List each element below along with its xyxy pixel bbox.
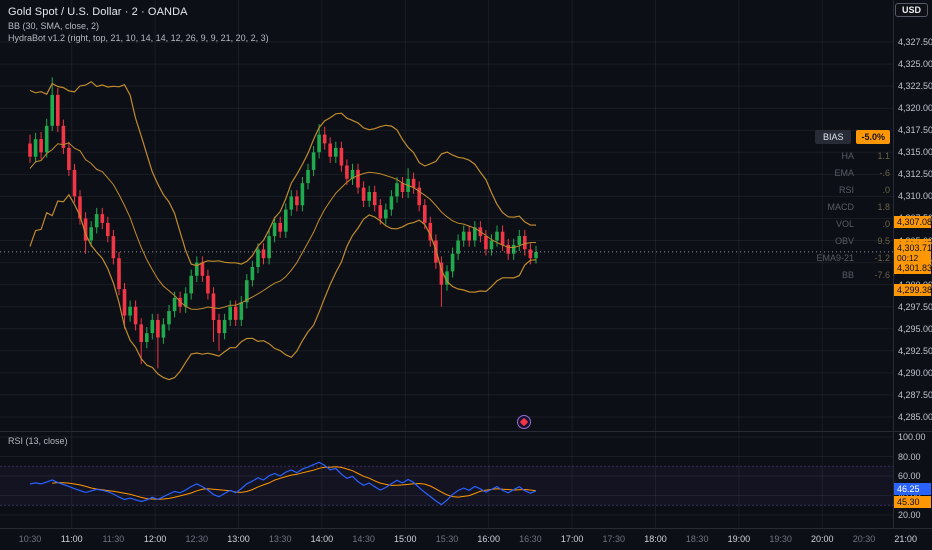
symbol-title[interactable]: Gold Spot / U.S. Dollar · 2 · OANDA bbox=[8, 6, 188, 18]
price-tick-label: 4,292.500 bbox=[898, 346, 932, 356]
price-tick-label: 4,322.500 bbox=[898, 81, 932, 91]
pane-divider[interactable] bbox=[0, 431, 932, 432]
price-tick-label: 4,310.000 bbox=[898, 191, 932, 201]
rsi-line bbox=[29, 461, 537, 506]
rsi-tick-label: 100.00 bbox=[898, 432, 926, 442]
time-label: 14:00 bbox=[310, 534, 334, 544]
bias-row-ha: HA 1.1 bbox=[841, 151, 890, 161]
time-label: 16:00 bbox=[477, 534, 500, 544]
rsi-grid bbox=[0, 432, 893, 528]
time-label: 13:30 bbox=[268, 534, 292, 544]
time-label: 18:00 bbox=[644, 534, 667, 544]
rsi-legend[interactable]: RSI (13, close) bbox=[8, 436, 68, 446]
bias-row-bb: BB -7.6 bbox=[841, 270, 890, 280]
bias-rows: HA 1.1 EMA -.6 RSI .0 MACD 1.8 VOL .0 OBV 9.5 EMA9-2… bbox=[762, 148, 890, 284]
time-label: 12:00 bbox=[143, 534, 167, 544]
time-label: 19:00 bbox=[727, 534, 751, 544]
price-tick-label: 4,312.500 bbox=[898, 169, 932, 179]
main-price-chart[interactable] bbox=[0, 0, 893, 431]
time-label: 21:00 bbox=[894, 534, 917, 544]
price-tick-label: 4,287.500 bbox=[898, 390, 932, 400]
rsi-value-badge: 46.25 bbox=[894, 483, 931, 495]
time-label: 20:00 bbox=[811, 534, 834, 544]
time-label: 15:00 bbox=[394, 534, 417, 544]
marker-dot-icon bbox=[519, 417, 529, 427]
time-label: 11:30 bbox=[102, 534, 125, 544]
rsi-tick-label: 80.00 bbox=[898, 452, 921, 462]
price-tick-label: 4,285.000 bbox=[898, 412, 932, 422]
price-tick-label: 4,295.000 bbox=[898, 324, 932, 334]
rsi-indicator-pane[interactable] bbox=[0, 432, 893, 528]
time-label: 17:00 bbox=[560, 534, 584, 544]
bollinger-bands bbox=[29, 80, 537, 381]
price-tick-label: 4,320.000 bbox=[898, 103, 932, 113]
bias-header: BIAS -5.0% bbox=[762, 130, 890, 144]
bias-row-rsi: RSI .0 bbox=[838, 185, 890, 195]
rsi-signal-badge: 45.30 bbox=[894, 496, 931, 508]
bias-row-macd: MACD 1.8 bbox=[827, 202, 891, 212]
bias-row-obv: OBV 9.5 bbox=[834, 236, 890, 246]
grid-lines bbox=[0, 0, 893, 431]
price-tick-label: 4,317.500 bbox=[898, 125, 932, 135]
bias-panel: BIAS -5.0% HA 1.1 EMA -.6 RSI .0 MACD 1.8 VOL .0 O… bbox=[762, 130, 890, 284]
time-label: 15:30 bbox=[435, 534, 459, 544]
bias-row-vol: VOL .0 bbox=[835, 219, 890, 229]
hydrabot-logo-marker bbox=[517, 415, 531, 429]
bias-row-ema: EMA -.6 bbox=[834, 168, 890, 178]
price-tick-label: 4,290.000 bbox=[898, 368, 932, 378]
bias-value-badge: -5.0% bbox=[856, 130, 890, 144]
rsi-tick-label: 20.00 bbox=[898, 510, 921, 520]
indicator-hydrabot-label[interactable]: HydraBot v1.2 (right, top, 21, 10, 14, 1… bbox=[8, 33, 269, 43]
rsi-signal-line bbox=[52, 466, 537, 500]
time-label: 18:30 bbox=[685, 534, 709, 544]
bar-countdown: 00:12 bbox=[897, 253, 919, 263]
time-label: 14:30 bbox=[352, 534, 375, 544]
time-label: 20:30 bbox=[852, 534, 876, 544]
time-label: 13:00 bbox=[227, 534, 250, 544]
price-tick-label: 4,325.000 bbox=[898, 59, 932, 69]
bias-row-ema9-21: EMA9-21 -1.2 bbox=[816, 253, 890, 263]
time-label: 10:30 bbox=[18, 534, 42, 544]
candlestick-series bbox=[28, 77, 538, 369]
chart-legend: Gold Spot / U.S. Dollar · 2 · OANDA BB (… bbox=[8, 6, 269, 45]
price-level-badge: 4,307.088 bbox=[894, 216, 932, 228]
price-axis[interactable]: 4,327.500 4,325.000 4,322.500 4,320.000 4,31… bbox=[893, 0, 932, 550]
price-level-badge: 4,301.834 bbox=[894, 262, 932, 274]
current-price-badge: 4,303.71000:12 bbox=[894, 242, 932, 264]
indicator-bb-label[interactable]: BB (30, SMA, close, 2) bbox=[8, 21, 100, 31]
price-tick-label: 4,327.500 bbox=[898, 37, 932, 47]
rsi-tick-label: 60.00 bbox=[898, 471, 921, 481]
price-tick-label: 4,315.000 bbox=[898, 147, 932, 157]
price-level-badge: 4,299.384 bbox=[894, 284, 932, 296]
currency-usd-button[interactable]: USD bbox=[894, 3, 928, 17]
time-label: 16:30 bbox=[519, 534, 542, 544]
bias-label: BIAS bbox=[814, 130, 852, 144]
time-label: 19:30 bbox=[769, 534, 792, 544]
time-label: 11:00 bbox=[60, 534, 83, 544]
time-axis[interactable]: 10:30 11:00 11:30 12:00 12:30 13:00 13:30 14:00… bbox=[0, 528, 932, 550]
price-tick-label: 4,297.500 bbox=[898, 302, 932, 312]
time-label: 12:30 bbox=[185, 534, 209, 544]
time-label: 17:30 bbox=[602, 534, 626, 544]
